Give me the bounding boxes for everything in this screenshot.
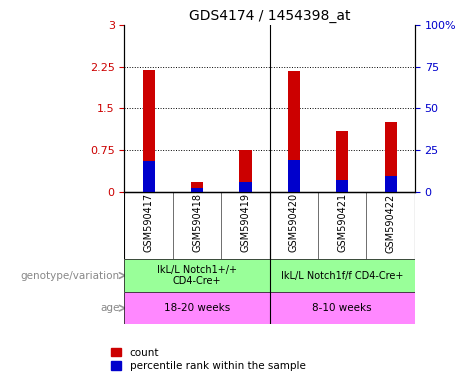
Bar xyxy=(270,259,415,292)
Bar xyxy=(239,150,252,192)
Bar xyxy=(142,161,155,192)
Bar xyxy=(239,182,252,192)
Text: IkL/L Notch1+/+
CD4-Cre+: IkL/L Notch1+/+ CD4-Cre+ xyxy=(157,265,237,286)
Bar xyxy=(270,292,415,324)
Title: GDS4174 / 1454398_at: GDS4174 / 1454398_at xyxy=(189,8,350,23)
Bar xyxy=(142,70,155,192)
Text: 8-10 weeks: 8-10 weeks xyxy=(313,303,372,313)
Bar xyxy=(384,122,397,192)
Bar xyxy=(191,188,203,192)
Bar xyxy=(288,71,300,192)
Bar xyxy=(288,160,300,192)
Bar xyxy=(124,259,270,292)
Text: genotype/variation: genotype/variation xyxy=(21,270,120,281)
Bar xyxy=(336,180,349,192)
Text: GSM590421: GSM590421 xyxy=(337,194,347,252)
Bar xyxy=(124,292,270,324)
Text: GSM590418: GSM590418 xyxy=(192,194,202,252)
Bar xyxy=(384,176,397,192)
Text: 18-20 weeks: 18-20 weeks xyxy=(164,303,230,313)
Bar xyxy=(191,182,203,192)
Text: age: age xyxy=(100,303,120,313)
Bar xyxy=(336,131,349,192)
Text: GSM590419: GSM590419 xyxy=(241,194,250,252)
Text: GSM590422: GSM590422 xyxy=(386,194,396,253)
Text: GSM590420: GSM590420 xyxy=(289,194,299,252)
Legend: count, percentile rank within the sample: count, percentile rank within the sample xyxy=(106,344,310,375)
Text: GSM590417: GSM590417 xyxy=(144,194,154,252)
Text: IkL/L Notch1f/f CD4-Cre+: IkL/L Notch1f/f CD4-Cre+ xyxy=(281,270,403,281)
